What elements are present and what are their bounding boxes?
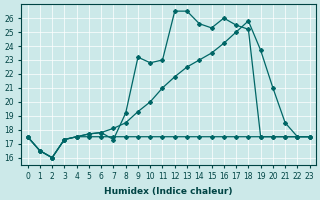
X-axis label: Humidex (Indice chaleur): Humidex (Indice chaleur) bbox=[104, 187, 233, 196]
